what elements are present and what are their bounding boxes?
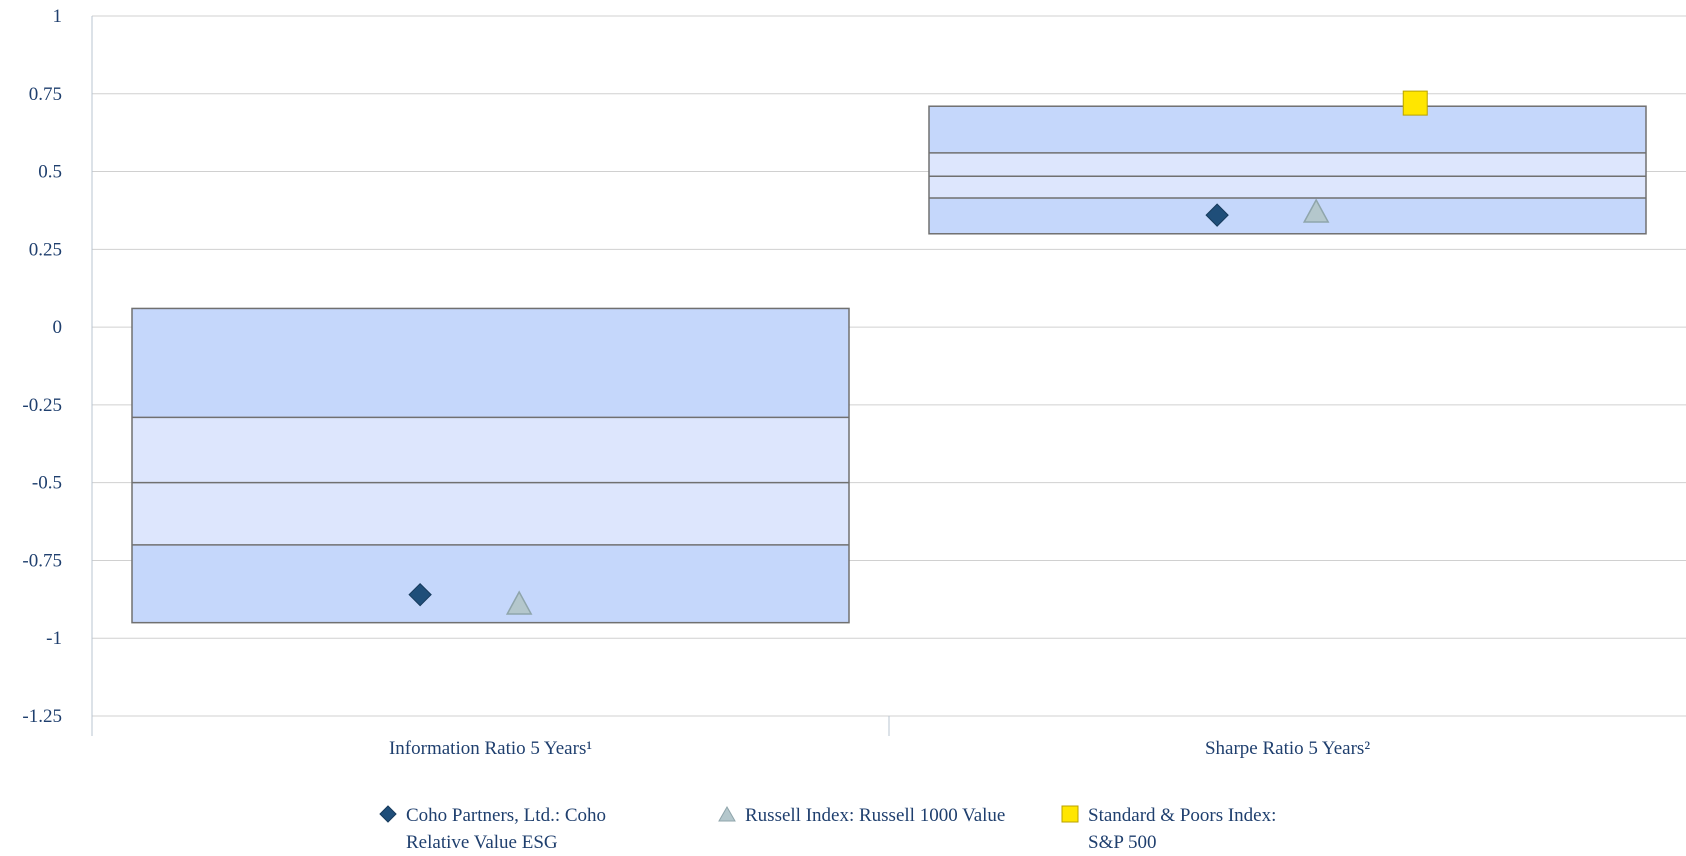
marker-coho (1205, 203, 1229, 227)
x-category-label: Information Ratio 5 Years¹ (389, 738, 592, 759)
y-tick-label: 0.5 (38, 162, 62, 183)
marker-sp500 (1402, 90, 1428, 116)
legend-item-coho: Coho Partners, Ltd.: Coho Relative Value… (378, 802, 658, 856)
legend-label-russell: Russell Index: Russell 1000 Value (745, 805, 1006, 826)
range-band-lower (929, 198, 1646, 234)
range-box-outline (131, 307, 850, 624)
y-tick-label: -0.75 (22, 550, 62, 571)
y-tick-label: 0.25 (29, 239, 62, 260)
legend-item-russell: Russell Index: Russell 1000 Value (717, 802, 1057, 829)
range-band-lower (132, 544, 849, 623)
x-category-label: Sharpe Ratio 5 Years² (1205, 738, 1370, 759)
triangle-icon (718, 805, 736, 822)
marker-russell (1302, 198, 1330, 223)
legend-label-coho: Coho Partners, Ltd.: Coho Relative Value… (406, 805, 607, 853)
legend: Coho Partners, Ltd.: Coho Relative Value… (0, 802, 1686, 856)
y-tick-label: 0.75 (29, 84, 62, 105)
range-band-middle (929, 152, 1646, 198)
range-band-upper (132, 308, 849, 418)
marker-russell (505, 590, 533, 615)
range-box-outline (928, 105, 1647, 235)
y-tick-label: 0 (53, 317, 63, 338)
y-tick-label: -0.25 (22, 395, 62, 416)
y-tick-label: -0.5 (32, 473, 62, 494)
legend-item-sp500: Standard & Poors Index: S&P 500 (1060, 802, 1300, 856)
square-icon (1061, 805, 1079, 823)
diamond-icon (379, 805, 397, 823)
range-band-middle (132, 417, 849, 545)
range-band-upper (929, 106, 1646, 153)
marker-coho (408, 582, 432, 607)
y-tick-label: -1.25 (22, 706, 62, 727)
chart-svg: 1 0.75 0.5 0.25 0 -0.25 -0.5 -0.75 -1 -1.25 Inform… (22, 6, 1686, 759)
y-tick-label: 1 (53, 6, 63, 27)
legend-label-sp500: Standard & Poors Index: S&P 500 (1088, 805, 1277, 853)
y-tick-label: -1 (46, 628, 62, 649)
